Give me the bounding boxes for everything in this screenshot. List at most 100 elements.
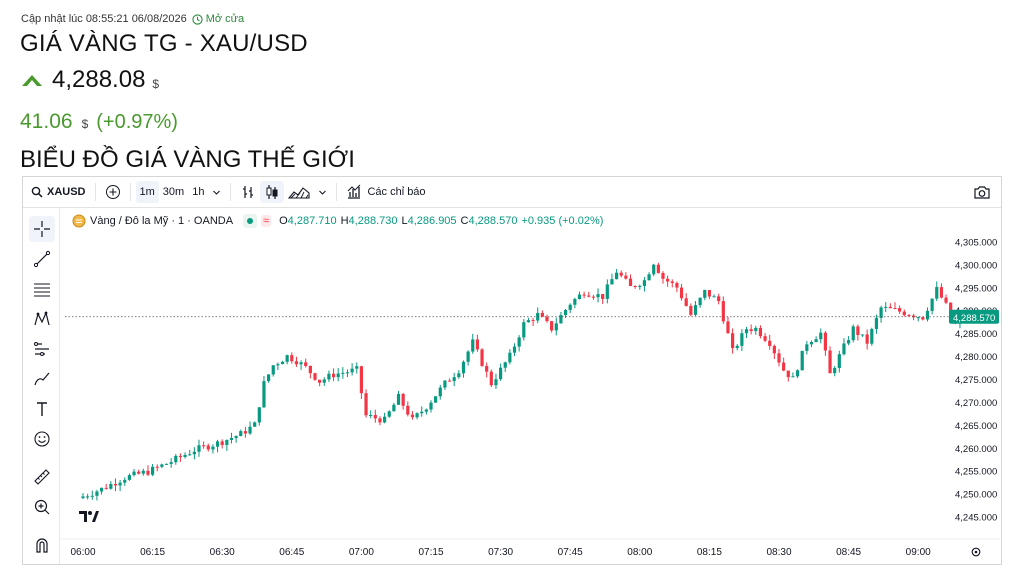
candle-down	[587, 295, 591, 297]
symbol-search[interactable]: XAUSD	[27, 181, 90, 203]
candle-up	[350, 368, 354, 373]
candle-up	[559, 315, 563, 324]
candle-up	[415, 413, 419, 418]
candle-down	[823, 332, 827, 351]
bar-style-button[interactable]	[236, 181, 260, 203]
candle-up	[526, 320, 531, 323]
chart-section-title: BIỂU ĐỒ GIÁ VÀNG THẾ GIỚI	[20, 146, 355, 173]
candle-down	[717, 296, 721, 302]
y-tick-label: 4,255.000	[955, 467, 997, 478]
price-chart[interactable]: 4,305.0004,300.0004,295.0004,290.0004,28…	[23, 177, 1001, 564]
candle-up	[577, 294, 582, 300]
candle-down	[684, 298, 688, 306]
series-name: Vàng / Đô la Mỹ · 1 · OANDA	[90, 215, 234, 227]
candle-up	[141, 470, 145, 474]
candle-down	[373, 414, 377, 419]
interval-30m[interactable]: 30m	[162, 186, 185, 198]
toolbar-divider	[336, 183, 338, 201]
candle-down	[550, 321, 554, 331]
candle-up	[693, 305, 698, 315]
y-tick-label: 4,280.000	[955, 352, 997, 363]
fib-tool[interactable]	[29, 276, 55, 302]
x-tick-label: 07:00	[349, 547, 374, 558]
candle-up	[874, 317, 879, 329]
ohlc-open: O4,287.710	[279, 215, 337, 227]
chart-type-dropdown[interactable]	[314, 181, 331, 203]
candle-up	[800, 350, 804, 371]
market-open-dot	[243, 214, 258, 228]
candle-down	[410, 414, 415, 418]
candle-up	[392, 404, 396, 412]
candle-up	[744, 329, 749, 334]
drawing-toolbar	[23, 208, 60, 564]
candle-down	[480, 349, 484, 366]
measure-tool[interactable]	[29, 464, 55, 490]
candles-style-button[interactable]	[260, 181, 285, 203]
candle-down	[406, 405, 410, 415]
change-currency: $	[81, 117, 89, 131]
candle-down	[447, 380, 452, 382]
interval-dropdown[interactable]	[208, 181, 225, 203]
updated-label: Cập nhật lúc 08:55:21 06/08/2026	[21, 13, 187, 25]
candle-up	[239, 431, 243, 437]
candle-up	[503, 362, 507, 368]
y-tick-label: 4,260.000	[955, 444, 997, 455]
candle-up	[740, 333, 744, 346]
x-tick-label: 06:45	[279, 547, 304, 558]
toolbar-divider	[230, 183, 232, 201]
candle-up	[396, 393, 401, 405]
pattern-tool[interactable]	[29, 306, 55, 332]
magnet-tool[interactable]	[29, 532, 55, 558]
candle-up	[322, 379, 326, 383]
candle-up	[438, 387, 442, 397]
candle-down	[591, 296, 595, 298]
chart-legend: Vàng / Đô la Mỹ · 1 · OANDA ≈ O4,287.710…	[72, 214, 603, 228]
candle-down	[540, 312, 544, 317]
candle-up	[132, 471, 136, 476]
area-style-button[interactable]	[284, 181, 314, 203]
candles-icon	[266, 185, 278, 199]
indicators-button[interactable]: Các chỉ báo	[342, 181, 429, 203]
candle-down	[220, 441, 224, 445]
tradingview-logo	[79, 511, 99, 522]
candle-down	[763, 336, 767, 341]
current-price: 4,288.08	[52, 66, 146, 93]
candle-down	[758, 327, 763, 337]
candle-up	[647, 274, 651, 281]
candle-up	[95, 491, 99, 496]
chevron-down-icon	[213, 190, 221, 195]
compare-button[interactable]	[101, 181, 125, 203]
ohlc-low: L4,286.905	[401, 215, 457, 227]
candle-up	[383, 416, 387, 423]
forecast-tool[interactable]	[29, 336, 55, 362]
change-percent: (+0.97%)	[96, 111, 178, 133]
candle-down	[661, 272, 665, 279]
trend-line-tool[interactable]	[29, 246, 55, 272]
candle-down	[582, 294, 586, 296]
candle-up	[434, 396, 438, 403]
emoji-tool[interactable]	[29, 426, 55, 452]
candle-up	[248, 426, 252, 434]
crosshair-tool[interactable]	[29, 216, 55, 242]
interval-1m[interactable]: 1m	[135, 181, 159, 203]
zoom-tool[interactable]	[29, 494, 55, 520]
horizontal-lines-icon	[34, 283, 50, 297]
candle-up	[183, 455, 187, 457]
candle-up	[151, 466, 155, 475]
y-tick-label: 4,275.000	[955, 375, 997, 386]
candle-down	[768, 340, 772, 346]
interval-1h[interactable]: 1h	[192, 186, 205, 198]
market-status-label: Mở cửa	[205, 13, 245, 25]
candle-down	[489, 371, 493, 386]
candle-up	[879, 307, 883, 318]
text-tool[interactable]	[29, 396, 55, 422]
settings-icon[interactable]	[971, 547, 981, 557]
candle-up	[127, 475, 131, 480]
candle-up	[568, 304, 572, 310]
bars-icon	[243, 186, 254, 198]
brush-tool[interactable]	[29, 366, 55, 392]
candle-up	[118, 482, 122, 486]
candle-down	[331, 373, 336, 378]
candle-up	[522, 322, 526, 338]
snapshot-button[interactable]	[969, 181, 995, 203]
